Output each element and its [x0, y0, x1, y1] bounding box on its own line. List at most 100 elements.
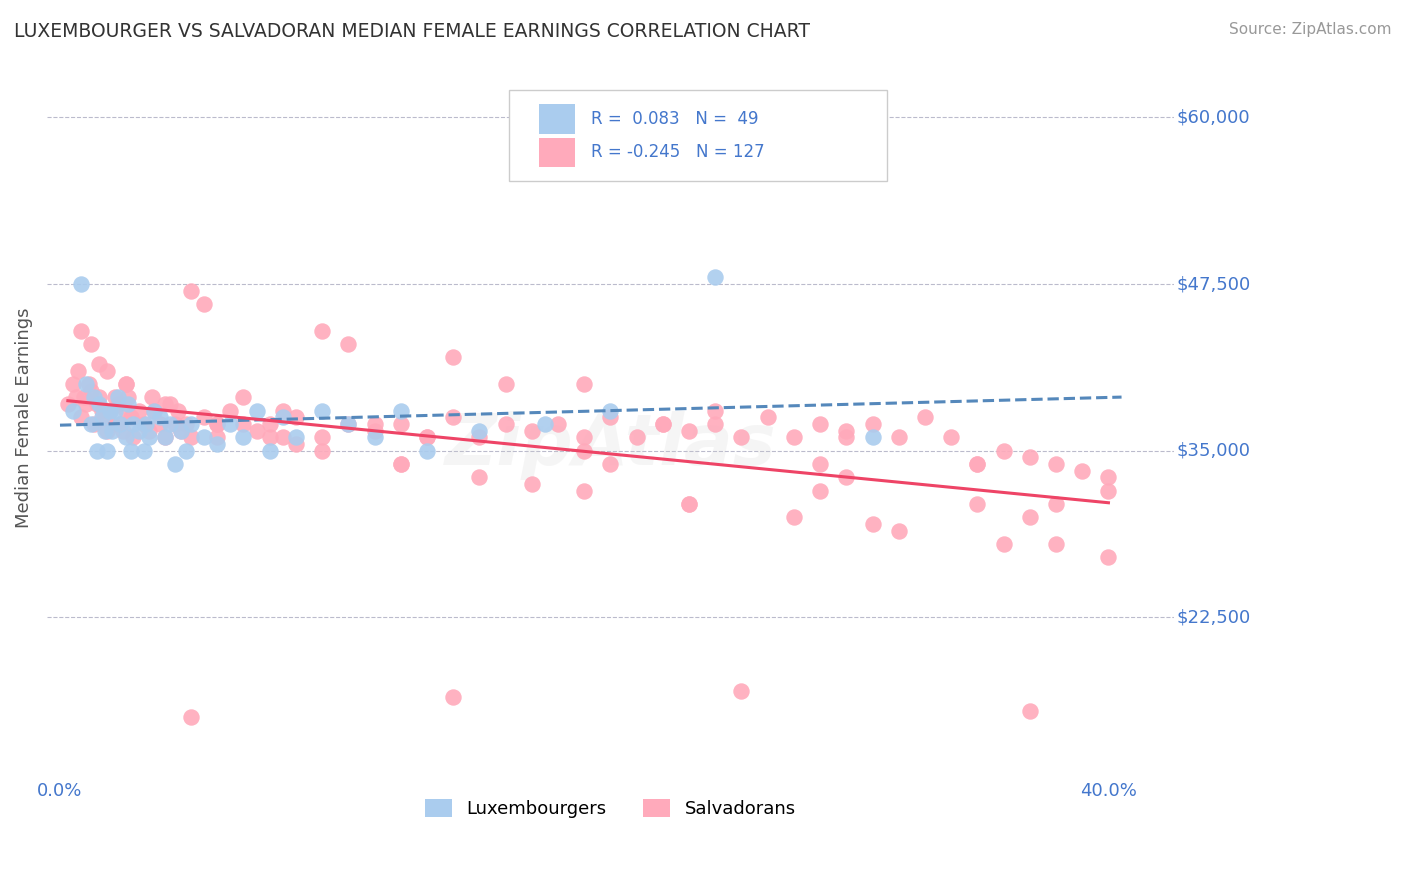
Point — [104, 390, 127, 404]
Point — [1071, 464, 1094, 478]
Point — [117, 390, 139, 404]
Point — [1018, 704, 1040, 718]
Point — [574, 483, 596, 498]
Point — [153, 430, 176, 444]
Point — [1045, 537, 1067, 551]
Point — [193, 410, 215, 425]
Point — [520, 424, 543, 438]
Point — [941, 430, 963, 444]
Point — [245, 424, 267, 438]
Point — [835, 470, 858, 484]
Point — [153, 430, 176, 444]
Point — [966, 457, 988, 471]
Point — [93, 424, 115, 438]
Point — [599, 410, 621, 425]
Point — [111, 424, 134, 438]
Point — [259, 417, 281, 431]
Point — [207, 417, 229, 431]
Point — [110, 417, 132, 431]
Point — [887, 524, 910, 538]
Point — [337, 337, 360, 351]
Point — [219, 403, 242, 417]
Point — [1097, 483, 1119, 498]
Point — [104, 403, 127, 417]
Point — [783, 510, 806, 524]
Point — [70, 410, 93, 425]
Point — [62, 377, 84, 392]
Point — [651, 417, 673, 431]
Point — [1097, 470, 1119, 484]
Point — [599, 457, 621, 471]
Point — [678, 497, 700, 511]
Point — [80, 337, 103, 351]
Text: Source: ZipAtlas.com: Source: ZipAtlas.com — [1229, 22, 1392, 37]
Point — [96, 424, 118, 438]
Point — [89, 390, 111, 404]
Point — [416, 443, 439, 458]
Point — [835, 430, 858, 444]
Point — [80, 417, 103, 431]
Legend: Luxembourgers, Salvadorans: Luxembourgers, Salvadorans — [418, 791, 803, 825]
Point — [143, 403, 166, 417]
Point — [259, 430, 281, 444]
Point — [207, 437, 229, 451]
Point — [363, 424, 385, 438]
Point — [101, 417, 124, 431]
Point — [132, 417, 155, 431]
Point — [271, 430, 294, 444]
Point — [704, 403, 727, 417]
Point — [62, 403, 84, 417]
Point — [311, 324, 333, 338]
Point — [114, 403, 136, 417]
Point — [167, 403, 190, 417]
Point — [138, 430, 160, 444]
Point — [72, 390, 94, 404]
Point — [90, 410, 112, 425]
Point — [284, 437, 307, 451]
Point — [337, 417, 360, 431]
Y-axis label: Median Female Earnings: Median Female Earnings — [15, 307, 32, 528]
Point — [89, 397, 111, 411]
Point — [180, 710, 202, 724]
Point — [159, 397, 181, 411]
Point — [808, 417, 831, 431]
Point — [93, 410, 115, 425]
Point — [993, 537, 1015, 551]
Point — [169, 424, 191, 438]
Point — [520, 477, 543, 491]
Point — [135, 417, 157, 431]
Point — [547, 417, 569, 431]
FancyBboxPatch shape — [540, 104, 575, 134]
Text: R =  0.083   N =  49: R = 0.083 N = 49 — [592, 111, 759, 128]
Point — [169, 424, 191, 438]
Point — [114, 377, 136, 392]
Point — [180, 430, 202, 444]
Point — [271, 403, 294, 417]
Text: $47,500: $47,500 — [1177, 275, 1250, 293]
Point — [914, 410, 936, 425]
Point — [468, 424, 491, 438]
Point — [83, 417, 105, 431]
Point — [159, 417, 181, 431]
Text: LUXEMBOURGER VS SALVADORAN MEDIAN FEMALE EARNINGS CORRELATION CHART: LUXEMBOURGER VS SALVADORAN MEDIAN FEMALE… — [14, 22, 810, 41]
Point — [114, 430, 136, 444]
Point — [219, 417, 242, 431]
Point — [143, 403, 166, 417]
Point — [110, 417, 132, 431]
Point — [862, 430, 884, 444]
Point — [534, 417, 557, 431]
Point — [1045, 457, 1067, 471]
Point — [966, 457, 988, 471]
Point — [1018, 510, 1040, 524]
Point — [193, 430, 215, 444]
Point — [122, 430, 145, 444]
Point — [835, 424, 858, 438]
Point — [114, 377, 136, 392]
FancyBboxPatch shape — [540, 137, 575, 167]
Point — [783, 430, 806, 444]
Point — [678, 424, 700, 438]
Point — [138, 424, 160, 438]
Point — [193, 297, 215, 311]
Point — [599, 403, 621, 417]
Point — [574, 430, 596, 444]
